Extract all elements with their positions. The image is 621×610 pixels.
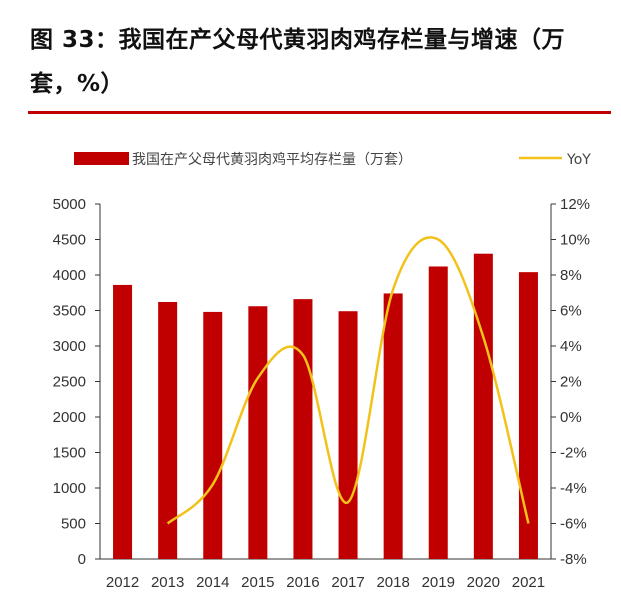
- bar: [203, 311, 223, 559]
- left-tick-label: 2000: [53, 409, 86, 426]
- bar: [248, 306, 268, 559]
- left-tick-label: 4500: [53, 232, 86, 249]
- left-tick-label: 4000: [53, 267, 86, 284]
- right-tick-label: -8%: [560, 551, 587, 568]
- left-tick-label: 1000: [53, 480, 86, 497]
- legend-bar-swatch: [74, 152, 129, 165]
- x-tick-label: 2019: [422, 574, 455, 591]
- left-tick-label: 2500: [53, 374, 86, 391]
- bar: [113, 284, 133, 559]
- bar: [518, 272, 538, 559]
- bar: [338, 311, 358, 559]
- x-tick-label: 2015: [241, 574, 274, 591]
- right-tick-label: -4%: [560, 480, 587, 497]
- right-tick-label: 4%: [560, 338, 582, 355]
- title-rule: [28, 111, 611, 114]
- x-tick-label: 2016: [286, 574, 319, 591]
- legend-bar-label: 我国在产父母代黄羽肉鸡平均存栏量（万套）: [132, 151, 412, 168]
- bar: [473, 253, 493, 559]
- left-tick-label: 5000: [53, 196, 86, 213]
- left-tick-label: 3500: [53, 303, 86, 320]
- bar: [428, 266, 448, 559]
- right-tick-label: 0%: [560, 409, 582, 426]
- x-tick-label: 2020: [467, 574, 500, 591]
- right-tick-label: 6%: [560, 303, 582, 320]
- x-tick-label: 2017: [331, 574, 364, 591]
- bar: [383, 293, 403, 559]
- right-tick-label: 10%: [560, 232, 590, 249]
- legend-line-label: YoY: [566, 152, 591, 168]
- right-tick-label: 2%: [560, 374, 582, 391]
- bar: [293, 299, 313, 559]
- left-tick-label: 3000: [53, 338, 86, 355]
- chart-title: 图 33：我国在产父母代黄羽肉鸡存栏量与增速（万套，%）: [30, 27, 566, 97]
- bar: [158, 301, 178, 559]
- x-tick-label: 2018: [376, 574, 409, 591]
- right-tick-label: -6%: [560, 516, 587, 533]
- left-tick-label: 0: [78, 551, 86, 568]
- left-tick-label: 500: [61, 516, 86, 533]
- left-tick-label: 1500: [53, 445, 86, 462]
- x-tick-label: 2012: [106, 574, 139, 591]
- x-tick-label: 2014: [196, 574, 229, 591]
- right-tick-label: 8%: [560, 267, 582, 284]
- yoy-line: [166, 236, 530, 525]
- x-tick-label: 2013: [151, 574, 184, 591]
- x-tick-label: 2021: [512, 574, 545, 591]
- right-tick-label: -2%: [560, 445, 587, 462]
- right-tick-label: 12%: [560, 196, 590, 213]
